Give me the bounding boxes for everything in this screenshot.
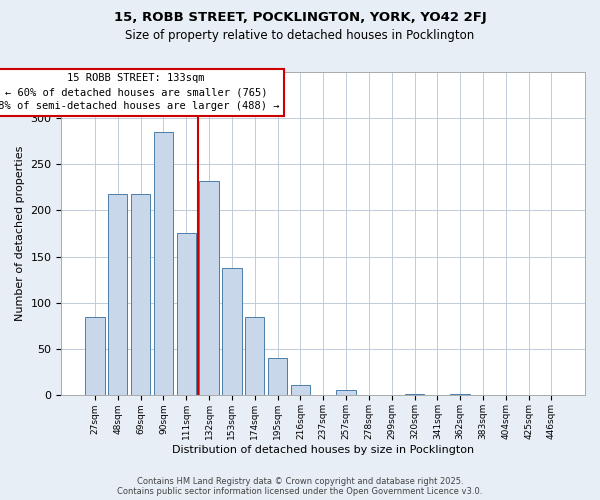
Bar xyxy=(405,394,424,396)
Bar xyxy=(519,394,538,396)
Y-axis label: Number of detached properties: Number of detached properties xyxy=(15,146,25,321)
Bar xyxy=(154,132,173,396)
Bar xyxy=(108,194,127,396)
Bar xyxy=(199,180,219,396)
Text: Size of property relative to detached houses in Pocklington: Size of property relative to detached ho… xyxy=(125,29,475,42)
Bar xyxy=(268,358,287,396)
Bar xyxy=(245,317,265,396)
Bar xyxy=(337,390,356,396)
Bar xyxy=(222,268,242,396)
Bar xyxy=(290,385,310,396)
X-axis label: Distribution of detached houses by size in Pocklington: Distribution of detached houses by size … xyxy=(172,445,474,455)
Text: 15, ROBB STREET, POCKLINGTON, YORK, YO42 2FJ: 15, ROBB STREET, POCKLINGTON, YORK, YO42… xyxy=(113,11,487,24)
Text: 15 ROBB STREET: 133sqm
← 60% of detached houses are smaller (765)
38% of semi-de: 15 ROBB STREET: 133sqm ← 60% of detached… xyxy=(0,74,280,112)
Bar xyxy=(176,232,196,396)
Bar xyxy=(451,394,470,396)
Bar xyxy=(85,317,104,396)
Text: Contains HM Land Registry data © Crown copyright and database right 2025.
Contai: Contains HM Land Registry data © Crown c… xyxy=(118,476,482,496)
Bar xyxy=(131,194,150,396)
